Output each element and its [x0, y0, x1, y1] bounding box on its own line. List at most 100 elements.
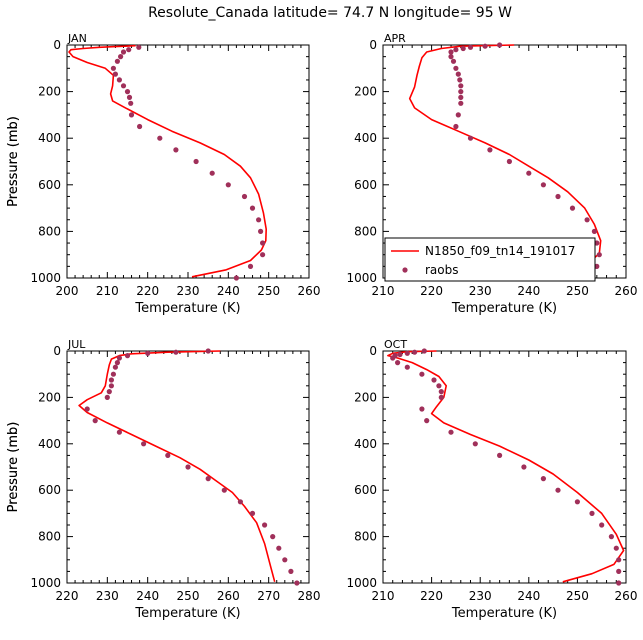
y-tick-label: 800: [354, 224, 377, 238]
raobs-point: [294, 580, 300, 586]
panel-oct: 210 220 230 240 250 260 0 200 400 600 800 1000 OCT Te…: [6, 338, 637, 621]
raobs-point: [193, 158, 199, 165]
raobs-point: [467, 44, 474, 50]
x-tick-label: 210: [96, 284, 119, 298]
raobs-point: [165, 452, 171, 458]
x-tick-label: 270: [257, 589, 280, 603]
raobs-point: [506, 158, 512, 165]
x-tick-label: 230: [469, 589, 492, 603]
raobs-point: [395, 360, 401, 366]
x-tick-label: 240: [136, 589, 159, 603]
y-tick-label: 800: [38, 530, 61, 544]
y-axis-label: Pressure (mb): [6, 116, 21, 207]
y-tick-label: 400: [354, 437, 377, 451]
x-axis-label: Temperature (K): [451, 301, 557, 316]
raobs-point: [110, 371, 116, 377]
raobs-point: [421, 348, 427, 354]
raobs-point: [110, 65, 116, 71]
y-tick-label: 1000: [30, 576, 61, 590]
legend-box: [384, 237, 596, 282]
x-tick-label: 240: [517, 589, 540, 603]
raobs-point: [450, 58, 457, 64]
raobs-point: [569, 205, 576, 211]
x-tick-label: 250: [257, 284, 280, 298]
raobs-point: [591, 228, 598, 234]
raobs-point: [112, 71, 118, 77]
raobs-point: [472, 441, 478, 447]
x-tick-label: 250: [566, 589, 589, 603]
raobs-point: [249, 205, 256, 211]
y-tick-label: 400: [38, 131, 61, 145]
raobs-point: [225, 182, 231, 188]
raobs-point: [467, 135, 474, 141]
x-tick-label: 220: [420, 589, 443, 603]
raobs-point: [584, 217, 590, 223]
raobs-point: [448, 429, 454, 435]
legend-model-label: N1850_f09_tn14_191017: [425, 244, 575, 258]
raobs-point: [589, 510, 595, 516]
raobs-point: [276, 545, 282, 551]
y-tick-label: 0: [369, 344, 377, 358]
raobs-point: [92, 418, 98, 424]
raobs-point: [120, 49, 127, 55]
x-tick-label: 280: [298, 589, 321, 603]
x-tick-label: 260: [615, 284, 638, 298]
raobs-point: [453, 65, 459, 71]
raobs-point: [221, 487, 227, 493]
raobs-point: [118, 54, 124, 60]
raobs-point: [460, 45, 466, 52]
y-axis-label: Pressure (mb): [6, 422, 21, 513]
x-axis-label: Temperature (K): [451, 606, 557, 621]
raobs-point: [482, 43, 488, 49]
panel-apr: 210 220 230 240 250 260 0 200 400 600 800 1000 APR Te…: [6, 32, 637, 316]
raobs-point: [596, 252, 602, 258]
raobs-point: [419, 406, 425, 412]
raobs-point: [458, 89, 464, 95]
y-tick-label: 200: [38, 390, 61, 404]
raobs-point: [141, 441, 147, 447]
y-tick-label: 0: [369, 38, 377, 52]
raobs-point: [173, 349, 179, 355]
raobs-point: [540, 476, 547, 482]
raobs-point: [106, 389, 112, 395]
raobs-point: [205, 476, 211, 482]
raobs-point: [448, 49, 454, 55]
panel-jan: 200 210 220 230 240 250 260 0 200 400 600 800 1000 JA…: [6, 32, 320, 316]
x-tick-label: 200: [56, 284, 79, 298]
x-tick-label: 230: [96, 589, 119, 603]
raobs-point: [249, 510, 256, 516]
raobs-point: [116, 355, 122, 361]
y-tick-label: 0: [53, 344, 61, 358]
y-tick-label: 1000: [346, 271, 377, 285]
raobs-point: [555, 487, 561, 493]
raobs-point: [116, 77, 122, 83]
raobs-point: [157, 135, 163, 141]
y-tick-label: 600: [38, 178, 61, 192]
raobs-point: [455, 112, 461, 118]
raobs-point: [397, 351, 403, 358]
raobs-point: [209, 170, 215, 176]
x-tick-label: 210: [372, 284, 395, 298]
raobs-point: [608, 534, 615, 540]
y-tick-label: 600: [354, 178, 377, 192]
raobs-point: [436, 383, 442, 389]
x-tick-label: 220: [56, 589, 79, 603]
raobs-point: [574, 499, 581, 505]
raobs-point: [613, 545, 619, 551]
month-label: JAN: [67, 32, 87, 45]
raobs-point: [412, 349, 418, 355]
y-tick-label: 1000: [30, 271, 61, 285]
raobs-point: [497, 42, 503, 48]
raobs-point: [404, 364, 410, 370]
raobs-point: [616, 557, 622, 563]
chart-title: Resolute_Canada latitude= 74.7 N longitu…: [148, 5, 512, 21]
y-tick-label: 800: [354, 530, 377, 544]
y-tick-label: 600: [354, 483, 377, 497]
plot-frame: [66, 44, 310, 279]
month-label: OCT: [384, 338, 407, 351]
raobs-point: [185, 464, 191, 470]
raobs-point: [136, 44, 142, 50]
y-tick-label: 400: [38, 437, 61, 451]
y-axis-label: Pressure (mb): [6, 422, 21, 513]
raobs-point: [555, 193, 561, 200]
